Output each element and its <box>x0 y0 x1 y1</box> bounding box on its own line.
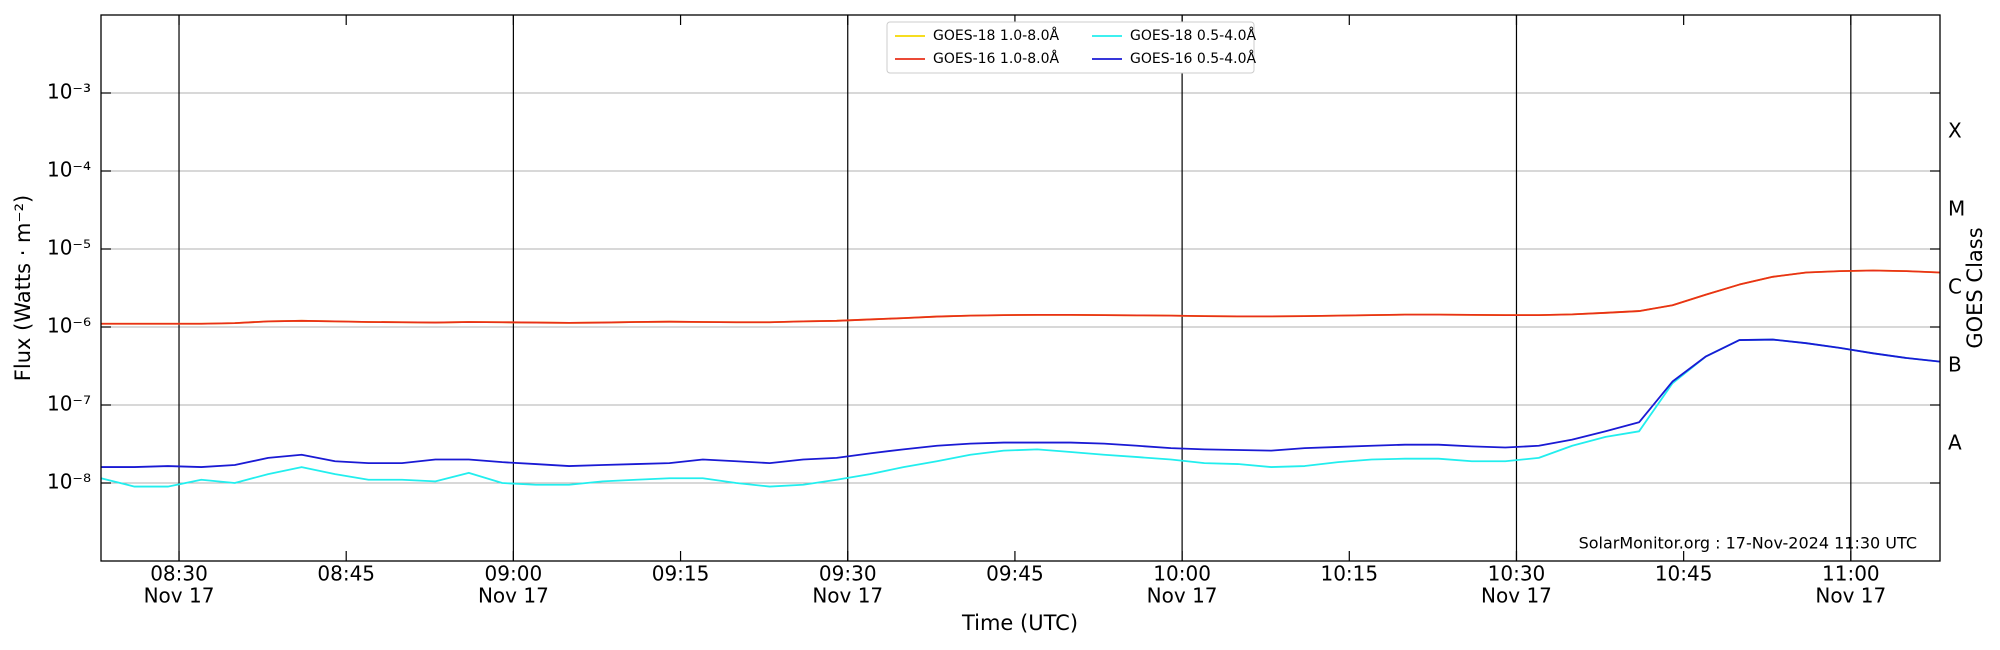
x-tick-label: 09:30 <box>819 562 877 586</box>
x-tick-label: 09:00 <box>485 562 543 586</box>
legend-label: GOES-16 1.0-8.0Å <box>933 50 1059 67</box>
x-tick-label: 10:30 <box>1488 562 1546 586</box>
x-tick-label: 10:00 <box>1153 562 1211 586</box>
x-tick-label: 09:15 <box>652 562 710 586</box>
y-tick-label: 10⁻⁷ <box>47 392 91 416</box>
series-line <box>100 338 1941 488</box>
legend-label: GOES-18 0.5-4.0Å <box>1130 27 1256 44</box>
x-tick-label: 11:00 <box>1822 562 1880 586</box>
series-layer <box>100 269 1941 488</box>
x-tick-label: 08:30 <box>150 562 208 586</box>
y-tick-label: 10⁻⁵ <box>47 236 91 260</box>
y-tick-label: 10⁻⁴ <box>47 158 91 182</box>
x-tick-label: 08:45 <box>317 562 375 586</box>
y-axis-label: Flux (Watts · m⁻²) <box>11 195 35 381</box>
x-tick-label: 10:45 <box>1655 562 1713 586</box>
y2-axis-label: GOES Class <box>1963 227 1987 348</box>
grid-layer <box>101 15 1940 561</box>
y2-tick-label: C <box>1948 275 1962 299</box>
legend-box <box>886 21 1255 74</box>
legend-label: GOES-18 1.0-8.0Å <box>933 27 1059 44</box>
x-tick-date: Nov 17 <box>1815 584 1886 608</box>
watermark: SolarMonitor.org : 17-Nov-2024 11:30 UTC <box>1579 534 1917 553</box>
x-tick-date: Nov 17 <box>1481 584 1552 608</box>
x-tick-date: Nov 17 <box>1147 584 1218 608</box>
x-tick-label: 09:45 <box>986 562 1044 586</box>
series-line <box>101 269 1941 325</box>
x-tick-date: Nov 17 <box>478 584 549 608</box>
y2-tick-label: X <box>1948 119 1962 143</box>
x-axis-label: Time (UTC) <box>961 611 1078 635</box>
x-tick-label: 10:15 <box>1320 562 1378 586</box>
legend-label: GOES-16 0.5-4.0Å <box>1130 50 1256 67</box>
plot-frame <box>100 14 1941 562</box>
y-tick-label: 10⁻⁸ <box>47 470 91 494</box>
y2-tick-label: M <box>1948 197 1965 221</box>
x-tick-date: Nov 17 <box>812 584 883 608</box>
series-line <box>101 338 1941 468</box>
x-tick-date: Nov 17 <box>144 584 215 608</box>
y-tick-label: 10⁻³ <box>47 80 91 104</box>
y2-tick-label: B <box>1948 353 1962 377</box>
y-tick-label: 10⁻⁶ <box>47 314 91 338</box>
y2-tick-label: A <box>1948 431 1962 455</box>
